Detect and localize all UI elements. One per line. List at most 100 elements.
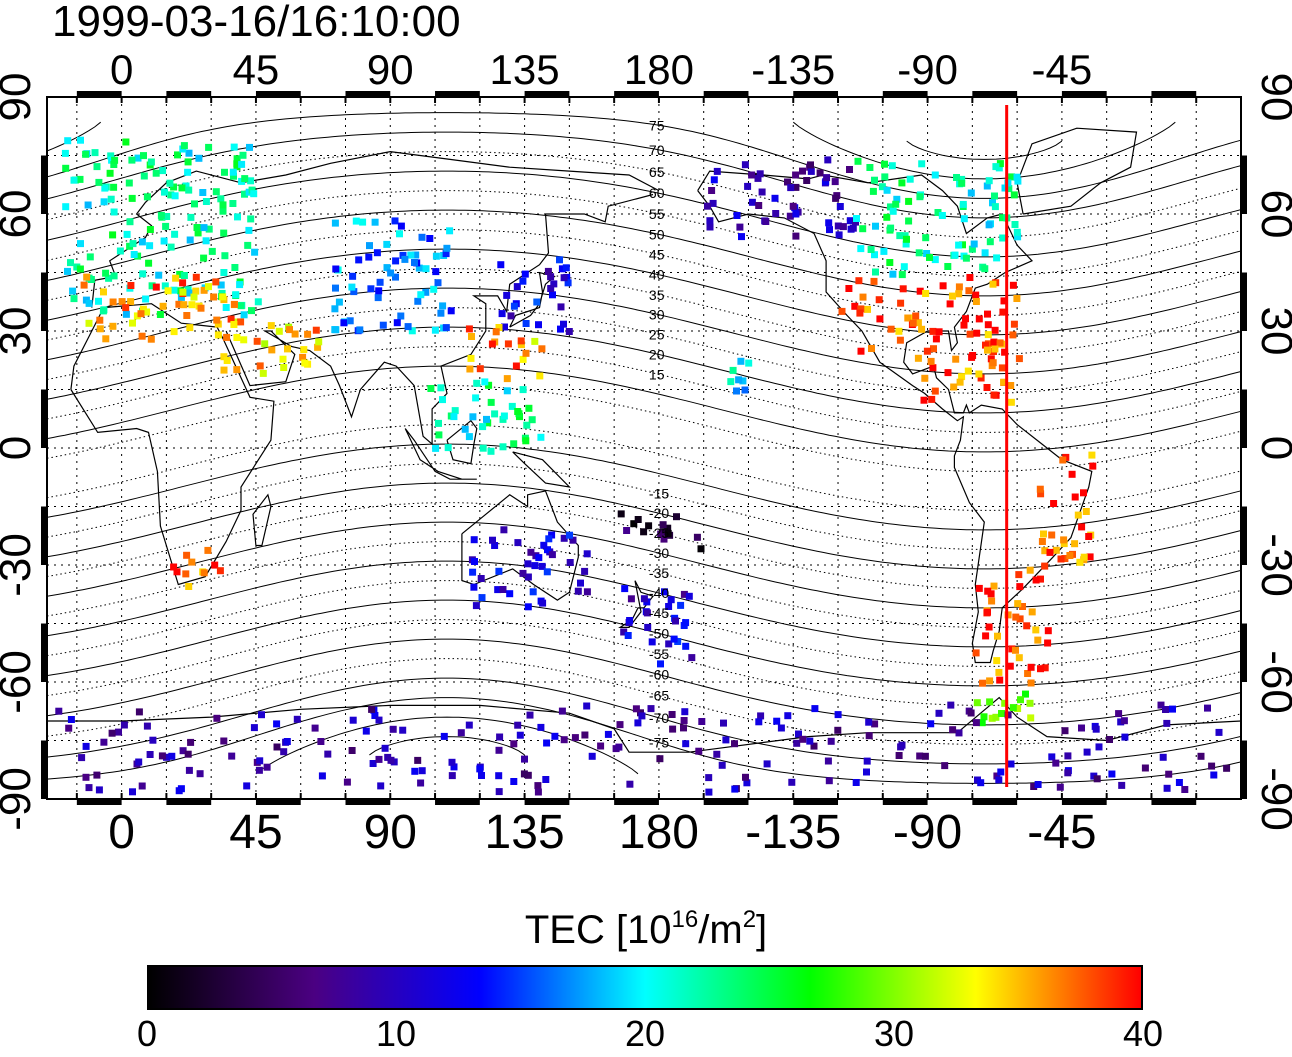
frame-bar (1151, 91, 1197, 97)
tec-cell (352, 217, 360, 225)
tec-cell (1009, 331, 1017, 339)
tec-cell (62, 164, 70, 172)
tec-cell (237, 302, 245, 310)
tec-cell (547, 273, 555, 281)
tec-cell (916, 287, 924, 295)
tec-cell (443, 244, 451, 252)
tec-cell (77, 136, 84, 144)
tec-cell (958, 179, 966, 187)
contour-label: 40 (649, 267, 665, 283)
coastline (618, 580, 654, 628)
tec-cell (672, 617, 679, 625)
tec-cell (230, 172, 237, 180)
tec-cell (706, 223, 714, 231)
tec-cell (1115, 710, 1123, 718)
coastline (225, 193, 654, 446)
tec-map[interactable]: 75 70 65 60 55 50 45 40 35 30 25 20 15 -15 -20 -25 -30 -3… (0, 0, 1292, 905)
tec-cell (519, 277, 527, 285)
tec-cell (138, 238, 146, 246)
frame-bar (972, 91, 1018, 97)
tec-cell (175, 787, 183, 795)
tec-cell (283, 738, 291, 745)
tec-cell (966, 274, 974, 281)
tec-cell (365, 253, 373, 261)
tec-cell (392, 257, 400, 265)
tec-cell (537, 433, 545, 441)
tec-cell (899, 285, 907, 293)
tec-cell (440, 732, 448, 740)
tec-cell (152, 283, 160, 291)
tec-cell (1064, 769, 1072, 777)
magnetic-contour (46, 697, 1242, 784)
tec-cell (471, 558, 478, 565)
tec-cell (521, 755, 528, 763)
tec-cell (299, 353, 307, 361)
tec-cell (229, 200, 237, 207)
tec-cell (259, 369, 267, 377)
tec-cell (470, 583, 478, 591)
tec-cell (931, 387, 939, 395)
tec-cell (127, 282, 135, 289)
tec-cell (958, 373, 966, 381)
tec-cell (85, 784, 93, 792)
tec-cell (1204, 704, 1211, 712)
tec-cell (217, 195, 225, 203)
tec-cell (762, 218, 770, 225)
tec-cell (731, 740, 738, 748)
tec-cell (892, 200, 900, 208)
tec-cell (949, 726, 957, 734)
tec-cell (1059, 456, 1067, 464)
tec-cell (448, 772, 456, 780)
tec-cell (355, 256, 363, 264)
contour-label: 25 (649, 327, 665, 343)
tec-cell (472, 394, 480, 402)
tec-cell (374, 294, 382, 302)
tec-cell (787, 184, 795, 192)
contour-label: -60 (649, 667, 669, 683)
tec-cell (748, 171, 756, 179)
tec-cell (183, 312, 191, 319)
tec-cell (1157, 701, 1165, 709)
tec-cell (512, 362, 520, 370)
tec-cell (414, 297, 422, 305)
tec-cell (411, 767, 419, 775)
tec-cell (962, 254, 970, 262)
tec-cell (135, 758, 143, 766)
frame-bar (972, 799, 1018, 805)
tec-cell (1215, 728, 1223, 736)
tec-cell (788, 778, 796, 786)
tec-cell (332, 284, 339, 292)
tec-cell (219, 207, 227, 215)
tec-cell (1141, 764, 1149, 772)
contour-label: 65 (649, 164, 665, 180)
tec-cell (451, 407, 459, 415)
tec-cell (871, 251, 878, 259)
tec-cell (729, 366, 737, 374)
tec-cell (499, 586, 507, 593)
tec-cell (348, 283, 356, 291)
tec-cell (389, 725, 397, 733)
tec-cell (920, 396, 928, 404)
tec-cell (432, 444, 440, 452)
tec-cell (688, 654, 696, 662)
tec-cell (834, 222, 842, 230)
tec-cell (535, 321, 542, 329)
tec-cell (164, 287, 172, 295)
tec-cell (237, 318, 245, 326)
tec-cell (526, 711, 534, 719)
tec-cell (508, 402, 516, 410)
tec-cell (434, 279, 442, 287)
x-tick-label-bottom: 90 (364, 806, 417, 859)
tec-cell (82, 773, 90, 781)
tec-cell (934, 209, 942, 216)
frame-bar (41, 740, 47, 799)
tec-cell (254, 298, 262, 306)
tec-cell (670, 635, 678, 643)
tec-cell (1120, 717, 1128, 725)
tec-cell (1032, 576, 1040, 584)
tec-cell (648, 638, 656, 646)
tec-cell (125, 179, 133, 187)
tec-cell (1008, 173, 1016, 181)
tec-cell (70, 176, 78, 184)
tec-cell (1076, 558, 1084, 566)
